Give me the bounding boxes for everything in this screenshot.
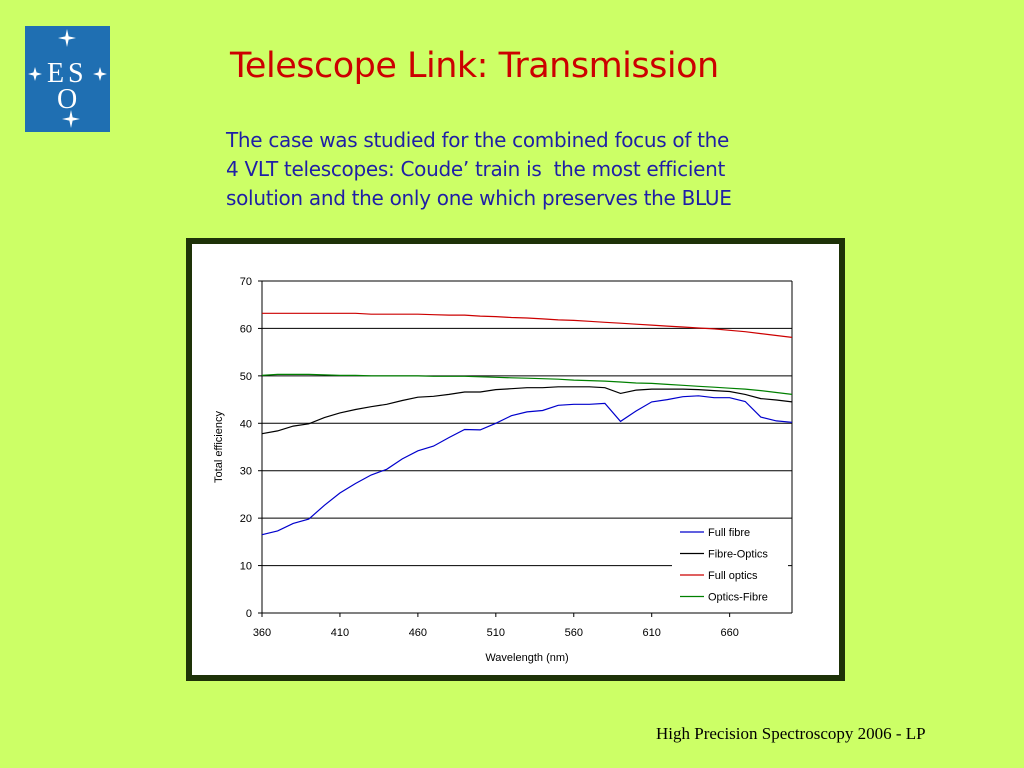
series-line [261,373,793,395]
x-tick-label: 610 [643,627,661,639]
x-tick-label: 460 [409,627,427,639]
slide-title: Telescope Link: Transmission [230,46,719,86]
star-icon [58,29,76,47]
eso-logo: E S O [25,26,110,132]
y-tick-label: 40 [240,418,252,430]
series-line [261,386,793,435]
slide-footer: High Precision Spectroscopy 2006 - LP [656,724,926,743]
chart-frame: 0 10 20 30 40 50 60 70 360 410 460 510 560 610 660 Wave… [186,238,845,681]
x-tick-label: 510 [487,627,505,639]
logo-letter-s: S [68,58,84,89]
y-tick-label: 0 [246,608,252,620]
logo-letter-e: E [47,58,64,89]
y-tick-label: 30 [240,466,252,478]
x-tick-label: 410 [331,627,349,639]
eso-logo-mark: E S O [25,26,110,132]
star-icon [93,67,107,81]
legend-label: Optics-Fibre [708,592,768,604]
x-axis-label: Wavelength (nm) [485,652,568,664]
legend-label: Full optics [708,570,758,582]
subtitle-line: solution and the only one which preserve… [226,186,732,210]
subtitle-line: 4 VLT telescopes: Coude’ train is the mo… [226,157,726,181]
x-tick-label: 560 [565,627,583,639]
y-tick-label: 70 [240,276,252,288]
legend-label: Fibre-Optics [708,549,768,561]
y-tick-label: 20 [240,513,252,525]
y-axis-label: Total efficiency [213,411,225,483]
star-icon [62,110,80,128]
x-tick-label: 660 [720,627,738,639]
slide-subtitle: The case was studied for the combined fo… [226,126,846,213]
legend-label: Full fibre [708,527,750,539]
series-line [261,395,793,536]
subtitle-line: The case was studied for the combined fo… [226,128,730,152]
series-line [262,312,793,338]
x-tick-label: 360 [253,627,271,639]
y-tick-label: 50 [240,371,252,383]
y-tick-label: 10 [240,561,252,573]
y-tick-label: 60 [240,323,252,335]
star-icon [28,67,42,81]
logo-letter-o: O [57,84,77,115]
efficiency-chart: 0 10 20 30 40 50 60 70 360 410 460 510 560 610 660 Wave… [213,276,793,664]
